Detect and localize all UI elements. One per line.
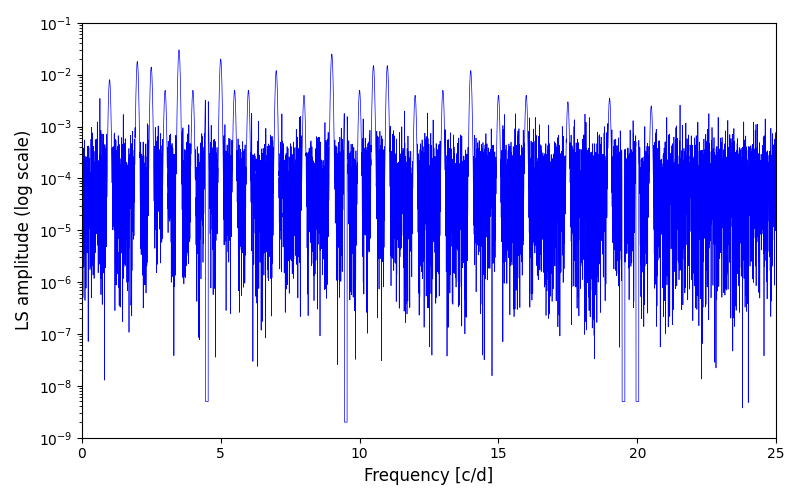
Y-axis label: LS amplitude (log scale): LS amplitude (log scale) [15, 130, 33, 330]
X-axis label: Frequency [c/d]: Frequency [c/d] [364, 467, 494, 485]
